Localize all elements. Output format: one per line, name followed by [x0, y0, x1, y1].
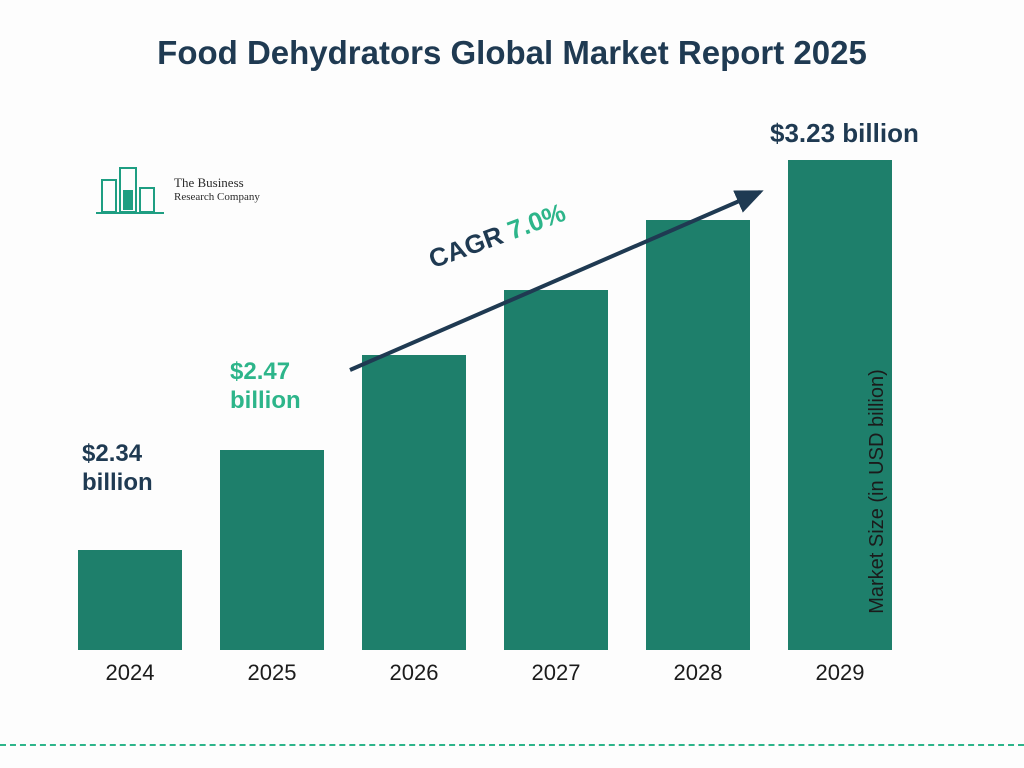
- chart-title: Food Dehydrators Global Market Report 20…: [0, 34, 1024, 72]
- x-axis-label: 2028: [646, 660, 750, 686]
- bar: [504, 290, 608, 650]
- bar: [78, 550, 182, 650]
- bottom-divider: [0, 744, 1024, 746]
- value-label: $3.23 billion: [770, 118, 919, 149]
- y-axis-label: Market Size (in USD billion): [866, 369, 889, 614]
- x-axis-label: 2024: [78, 660, 182, 686]
- bar: [646, 220, 750, 650]
- x-axis-label: 2025: [220, 660, 324, 686]
- bar: [362, 355, 466, 650]
- chart-container: { "title": { "text": "Food Dehydrators G…: [0, 0, 1024, 768]
- x-axis-label: 2029: [788, 660, 892, 686]
- value-label: $2.47billion: [230, 358, 301, 416]
- bar: [220, 450, 324, 650]
- value-label: $2.34billion: [82, 440, 153, 498]
- x-axis-label: 2027: [504, 660, 608, 686]
- x-axis-label: 2026: [362, 660, 466, 686]
